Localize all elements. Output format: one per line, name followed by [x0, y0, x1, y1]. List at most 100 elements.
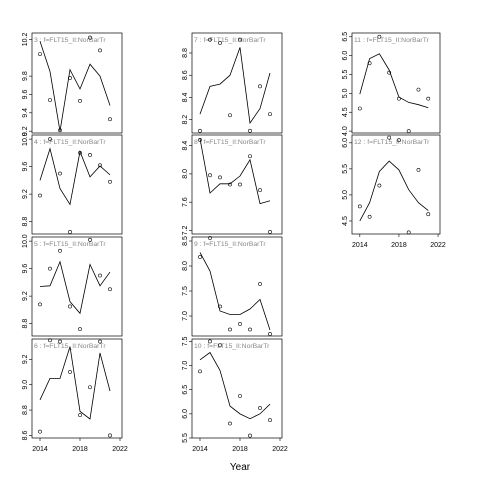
y-tick-label: 4.5 [342, 216, 349, 226]
observation-point [367, 61, 372, 66]
observation-point [228, 327, 232, 332]
observation-point [218, 175, 222, 180]
observation-point [88, 237, 92, 242]
y-tick-label: 10.2 [22, 33, 29, 47]
y-tick-label: 8.8 [182, 48, 189, 58]
y-tick-label: 9.4 [22, 108, 29, 118]
observation-point [78, 150, 82, 155]
y-tick-label: 8.6 [182, 70, 189, 80]
observation-point [98, 273, 102, 278]
x-tick-label: 2018 [391, 242, 407, 249]
y-tick-label: 9.2 [22, 189, 29, 199]
observation-point [268, 418, 272, 423]
observation-point [258, 188, 262, 193]
observation-point [268, 332, 272, 336]
observation-point [38, 193, 42, 198]
y-tick-label: 8.0 [182, 169, 189, 179]
x-tick-label: 2022 [112, 446, 128, 453]
panel-frame [31, 338, 123, 439]
panel-6: 6 : f=FLT15_II:NorBarTr 8.6 8.8 9.0 9.2 2014 2… [22, 338, 128, 453]
y-tick-label: 5.5 [182, 433, 189, 443]
observation-point [238, 322, 242, 326]
y-tick-label: 6.0 [342, 51, 349, 61]
observation-point [108, 117, 112, 122]
y-tick-label: 7.0 [182, 311, 189, 321]
observation-point [397, 138, 401, 143]
observation-point [48, 266, 52, 271]
x-tick-label: 2014 [192, 446, 208, 453]
panel-9: 9 : f=FLT15_II:NorBarTr 7.0 7.5 8.0 8.5 [182, 236, 283, 337]
observation-point [108, 179, 112, 184]
observation-point [98, 48, 102, 53]
panel-frame [31, 32, 123, 134]
observation-point [218, 343, 222, 348]
y-tick-label: 7.0 [182, 361, 189, 371]
y-tick-label: 7.2 [182, 225, 189, 235]
observation-point [78, 327, 82, 332]
observation-point [416, 87, 421, 92]
x-tick-label: 2018 [72, 446, 88, 453]
y-tick-label: 7.5 [182, 286, 189, 296]
panel-title: 5 : f=FLT15_II:NorBarTr [34, 241, 106, 248]
observation-point [426, 212, 431, 217]
y-tick-label: 9.6 [22, 264, 29, 274]
observation-point [218, 304, 222, 309]
panel-5: 5 : f=FLT15_II:NorBarTr 8.8 9.2 9.6 10.0 [22, 234, 123, 337]
y-tick-label: 5.0 [342, 88, 349, 98]
observation-point [238, 37, 242, 42]
fit-line [359, 160, 429, 222]
y-tick-label: 8.4 [182, 141, 189, 151]
observation-point [198, 138, 202, 142]
observation-point [238, 394, 242, 398]
panel-10: 10 : f=FLT15_II:NorBarTr 5.5 6.0 6.5 7.0 7.5 2… [182, 336, 288, 453]
y-tick-label: 9.2 [22, 126, 29, 136]
y-tick-label: 9.2 [22, 291, 29, 301]
y-tick-label: 7.5 [182, 336, 189, 346]
observation-point [258, 84, 262, 89]
panel-title: 3 : f=FLT15_II:NorBarTr [34, 37, 106, 44]
observation-point [208, 173, 212, 178]
observation-point [108, 287, 112, 292]
y-tick-label: 6.0 [182, 409, 189, 419]
panel-frame [191, 236, 283, 337]
observation-point [258, 406, 262, 410]
panel-frame [191, 338, 283, 439]
panel-title: 4 : f=FLT15_II:NorBarTr [34, 139, 106, 146]
y-tick-label: 7.6 [182, 197, 189, 207]
observation-point [248, 128, 252, 133]
panel-11: 11 : f=FLT15_II:NorBarTr 4.0 4.5 5.0 5.5 6.0 6… [342, 32, 441, 136]
observation-point [68, 76, 72, 80]
y-tick-label: 9.2 [22, 354, 29, 364]
observation-point [387, 70, 392, 75]
observation-point [218, 41, 222, 45]
observation-point [88, 385, 92, 390]
x-tick-label: 2022 [272, 446, 288, 453]
observation-point [198, 369, 202, 374]
observation-point [48, 98, 52, 102]
observation-point [88, 35, 92, 40]
observation-point [228, 421, 232, 426]
panel-title: 10 : f=FLT15_II:NorBarTr [194, 343, 270, 350]
y-tick-label: 6.5 [342, 32, 349, 42]
observation-point [426, 96, 431, 101]
panel-title: 9 : f=FLT15_II:NorBarTr [194, 241, 266, 248]
observation-point [228, 113, 232, 118]
fit-line [39, 260, 111, 315]
observation-point [68, 370, 72, 374]
y-tick-label: 4.5 [342, 107, 349, 117]
y-tick-label: 8.4 [182, 92, 189, 102]
panel-frame [31, 236, 123, 337]
x-tick-label: 2018 [232, 446, 248, 453]
observation-point [357, 204, 362, 209]
observation-point [357, 106, 362, 111]
y-tick-label: 4.0 [342, 126, 349, 136]
panel-4: 4 : f=FLT15_II:NorBarTr 8.8 9.2 9.6 10.0 [22, 132, 123, 235]
observation-point [238, 182, 242, 187]
y-tick-label: 10.0 [22, 132, 29, 146]
observation-point [268, 112, 272, 117]
x-tick-label: 2014 [352, 242, 368, 249]
fit-line [39, 346, 111, 420]
observation-point [248, 327, 252, 332]
observation-point [98, 339, 102, 344]
